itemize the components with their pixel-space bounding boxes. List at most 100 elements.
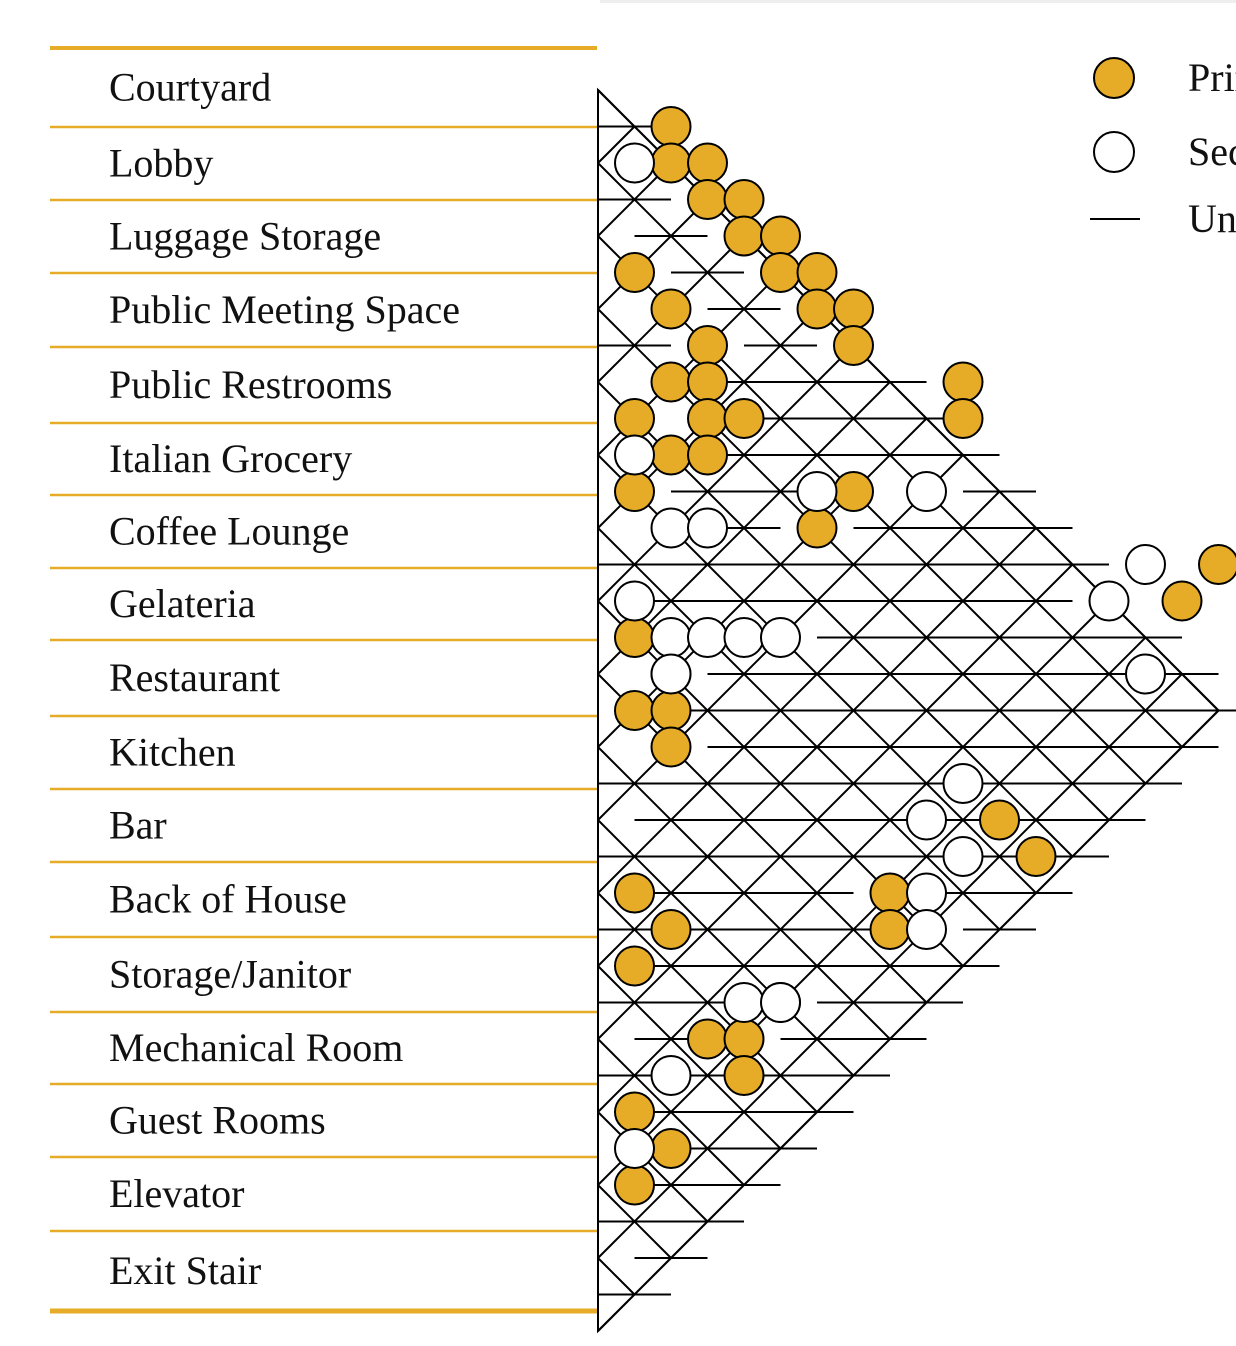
secondary-marker [614,580,655,622]
grid-diagonal [597,709,1220,1332]
primary-marker [650,106,692,147]
primary-marker [650,690,692,731]
primary-marker [614,690,655,731]
primary-marker [614,617,655,658]
primary-marker [650,361,692,403]
primary-marker [687,325,728,366]
grid-diagonal [597,819,855,1077]
secondary-marker [614,1128,655,1169]
secondary-marker [760,982,801,1023]
room-label: Public Meeting Space [109,287,460,332]
primary-marker [1015,836,1057,877]
primary-marker [723,215,765,257]
primary-marker [614,1091,655,1133]
primary-marker [796,507,838,549]
room-label: Italian Grocery [109,436,352,481]
primary-marker [760,215,801,257]
secondary-marker [614,142,655,184]
grid-diagonal [597,417,928,748]
matrix-grid [597,87,1236,1334]
legend-secondary-swatch [1093,131,1135,173]
secondary-marker [723,617,765,658]
room-label: Kitchen [109,730,236,775]
secondary-marker [650,617,692,658]
grid-diagonal [597,235,1147,785]
secondary-marker [760,617,801,658]
secondary-marker [1125,544,1166,585]
secondary-marker [906,909,947,950]
primary-marker [687,434,728,476]
primary-marker [650,726,692,768]
primary-marker [650,288,692,330]
room-label: Lobby [109,141,213,186]
primary-marker [614,471,655,512]
primary-marker [760,252,801,293]
room-label: Exit Stair [109,1248,261,1293]
grid-diagonal [597,527,1001,931]
secondary-marker [687,507,728,549]
legend: Primary Secondary Unrelated [1090,55,1236,241]
primary-marker [687,1018,728,1060]
primary-marker [687,361,728,403]
legend-primary-label: Primary [1188,55,1236,100]
grid-diagonal [597,198,709,310]
grid-diagonal [597,89,1220,712]
grid-diagonal [597,344,855,602]
primary-marker [614,252,655,293]
top-edge-shadow [600,0,1236,3]
secondary-marker [796,471,838,512]
legend-secondary-label: Secondary [1188,129,1236,174]
secondary-marker [906,471,947,512]
secondary-marker [650,653,692,695]
grid-diagonal [597,673,928,1004]
primary-marker [833,325,874,366]
room-label: Mechanical Room [109,1025,403,1070]
primary-marker [614,872,655,914]
room-label: Bar [109,803,167,848]
primary-marker [614,398,655,439]
grid-diagonal [597,1257,636,1296]
primary-marker [1198,544,1236,585]
room-label: Elevator [109,1171,245,1216]
secondary-marker [906,872,947,914]
legend-primary-swatch [1093,57,1135,99]
secondary-marker [687,617,728,658]
room-label: Back of House [109,877,347,922]
primary-marker [723,1055,765,1096]
primary-marker [723,1018,765,1060]
primary-marker [796,288,838,330]
secondary-marker [942,836,984,877]
primary-marker [723,179,765,220]
primary-marker [650,142,692,184]
primary-marker [942,398,984,439]
grid-diagonal [597,563,1074,1040]
room-label: Guest Rooms [109,1098,326,1143]
primary-marker [650,909,692,950]
primary-marker [614,1164,655,1206]
secondary-marker [650,507,692,549]
primary-marker [796,252,838,293]
relationship-markers [614,106,1236,1206]
primary-marker [687,142,728,184]
room-label: Luggage Storage [109,214,381,259]
primary-marker [687,179,728,220]
secondary-marker [942,763,984,804]
primary-marker [979,799,1020,841]
room-label: Public Restrooms [109,362,392,407]
room-label: Coffee Lounge [109,509,349,554]
secondary-marker [1125,653,1166,695]
grid-diagonal [597,125,636,164]
secondary-marker [614,434,655,476]
grid-diagonal [597,636,1147,1186]
room-label: Restaurant [109,655,280,700]
room-label: Courtyard [109,65,271,110]
primary-marker [869,909,911,950]
primary-marker [942,361,984,403]
primary-marker [1161,580,1203,622]
room-label: Gelateria [109,581,256,626]
grid-diagonal [597,965,782,1150]
primary-marker [650,434,692,476]
secondary-marker [906,799,947,841]
primary-marker [650,1128,692,1169]
legend-unrelated-label: Unrelated [1188,196,1236,241]
